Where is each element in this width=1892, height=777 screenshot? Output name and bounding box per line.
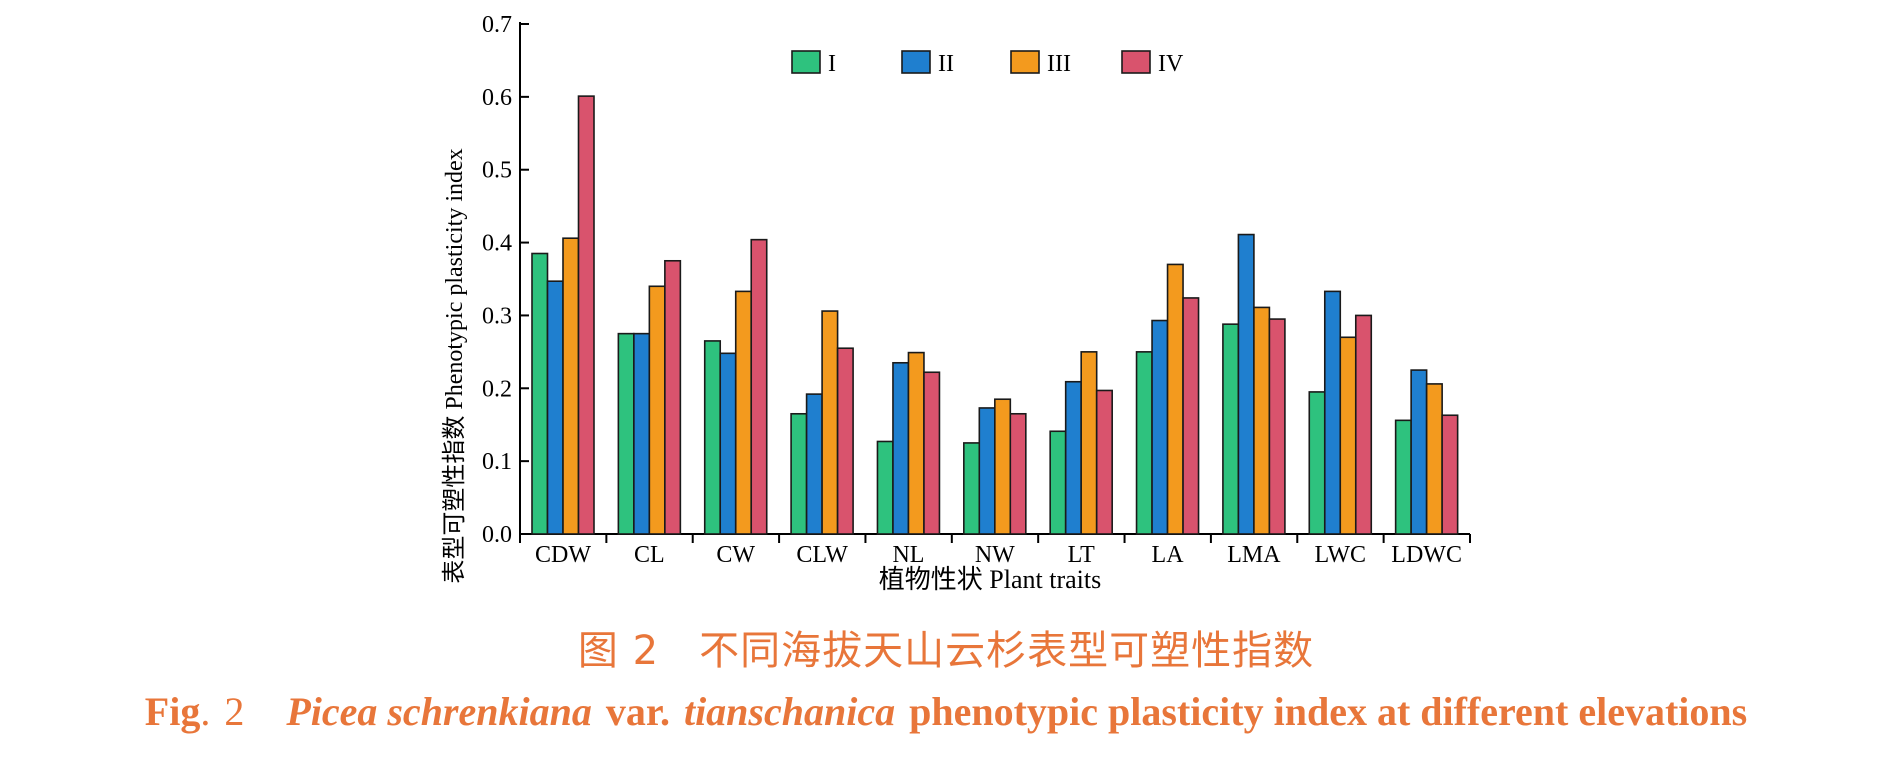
legend-label-I: I (828, 51, 836, 77)
bar-LMA-I (1222, 323, 1240, 535)
caption-en-variety: tianschanica (683, 689, 896, 734)
y-tick-label: 0.2 (482, 376, 512, 402)
legend-swatch-IV (1121, 50, 1151, 74)
x-tick-label: CW (716, 542, 755, 568)
caption-en-species: Picea schrenkiana (286, 689, 592, 734)
bar-LWC-II (1323, 290, 1342, 535)
bar-LA-II (1151, 319, 1169, 535)
x-axis-label: 植物性状 Plant traits (879, 565, 1101, 594)
bar-CDW-IV (577, 95, 595, 535)
bar-CW-IV (750, 238, 768, 535)
caption-cn-figure-number: 图 2 (577, 628, 660, 674)
x-tick-label: LA (1152, 542, 1185, 568)
bar-CW-III (734, 290, 753, 535)
bar-LA-IV (1182, 297, 1200, 535)
bar-NW-III (994, 398, 1012, 535)
caption-en-fig-dot: . (200, 689, 211, 734)
bar-CLW-III (821, 310, 839, 535)
y-tick-label: 0.6 (482, 85, 512, 111)
bar-NL-III (907, 351, 925, 535)
bar-CDW-II (546, 280, 564, 535)
legend-swatch-III (1010, 50, 1040, 74)
y-tick-label: 0.1 (482, 449, 512, 475)
x-tick-label: LT (1068, 542, 1095, 568)
bar-LWC-I (1308, 391, 1326, 535)
x-tick-label: NL (892, 542, 924, 568)
bar-LT-III (1080, 351, 1098, 535)
legend: I II III IV (791, 50, 1184, 77)
bar-LMA-II (1237, 233, 1255, 535)
legend-swatch-I (791, 50, 821, 74)
y-tick-label: 0.0 (482, 522, 512, 548)
bar-LDWC-IV (1441, 414, 1459, 535)
bar-CLW-IV (836, 347, 854, 535)
bar-NW-IV (1009, 412, 1027, 535)
bar-NW-I (963, 442, 981, 535)
caption-en-fig-number: 2 (224, 689, 245, 734)
x-tick-label: CL (634, 542, 665, 568)
legend-label-II: II (938, 51, 954, 77)
bar-CL-I (617, 332, 635, 535)
bar-LA-I (1135, 351, 1153, 535)
x-tick-label: LWC (1314, 542, 1366, 568)
legend-swatch-II (901, 50, 931, 74)
y-axis-label: 表型可塑性指数 Phenotypic plasticity index (441, 148, 468, 583)
bar-LDWC-I (1394, 419, 1412, 535)
bar-CDW-III (562, 237, 580, 535)
x-axis: CDW CL CW CLW NL NW LT LA LMA LWC LDWC (519, 533, 1471, 568)
bar-NW-II (978, 407, 996, 535)
bar-CL-III (648, 285, 666, 535)
bar-CW-II (719, 352, 737, 535)
y-tick-label: 0.5 (482, 158, 512, 184)
bar-NL-I (876, 440, 894, 535)
bar-LMA-III (1253, 306, 1271, 535)
bar-LWC-IV (1354, 314, 1373, 535)
x-tick-label: CLW (796, 542, 848, 568)
bar-LA-III (1166, 263, 1184, 535)
bar-LT-I (1049, 430, 1067, 535)
x-tick-label: NW (975, 542, 1015, 568)
bar-NL-IV (923, 371, 941, 535)
bar-LDWC-III (1425, 383, 1443, 535)
bar-CL-II (633, 332, 651, 535)
legend-label-IV: IV (1158, 51, 1184, 77)
y-tick-label: 0.7 (482, 12, 512, 38)
legend-label-III: III (1047, 51, 1071, 77)
bar-NL-II (892, 361, 910, 535)
bar-LWC-III (1339, 336, 1357, 535)
x-tick-label: LDWC (1391, 542, 1462, 568)
caption-cn-title: 不同海拔天山云杉表型可塑性指数 (699, 628, 1315, 674)
x-tick-label: LMA (1227, 542, 1281, 568)
y-tick-label: 0.3 (482, 303, 512, 329)
bar-CL-IV (664, 259, 682, 535)
bar-LT-II (1064, 380, 1082, 535)
bar-CDW-I (531, 252, 549, 535)
bar-CLW-I (790, 412, 808, 535)
bar-LT-IV (1095, 389, 1113, 535)
bar-LDWC-II (1410, 369, 1428, 535)
caption-en-fig-label: Fig (144, 689, 201, 734)
caption-en-rest: phenotypic plasticity index at different… (909, 689, 1748, 734)
y-axis: 0.0 0.1 0.2 0.3 0.4 0.5 0.6 0.7 (482, 12, 529, 548)
caption-en-var: var. (605, 689, 670, 734)
x-tick-label: CDW (535, 542, 591, 568)
bar-LMA-IV (1268, 318, 1286, 535)
caption-english: Fig. 2 Picea schrenkiana var. tianschanica ph… (0, 688, 1892, 735)
bar-CLW-II (805, 393, 823, 535)
y-tick-label: 0.4 (482, 231, 512, 257)
caption-chinese: 图 2 不同海拔天山云杉表型可塑性指数 (0, 618, 1892, 676)
bar-CW-I (703, 340, 722, 535)
bar-chart: 0.0 0.1 0.2 0.3 0.4 0.5 0.6 0.7 CDW CL CW CLW NL NW L… (441, 12, 1471, 594)
bars (531, 95, 1459, 535)
